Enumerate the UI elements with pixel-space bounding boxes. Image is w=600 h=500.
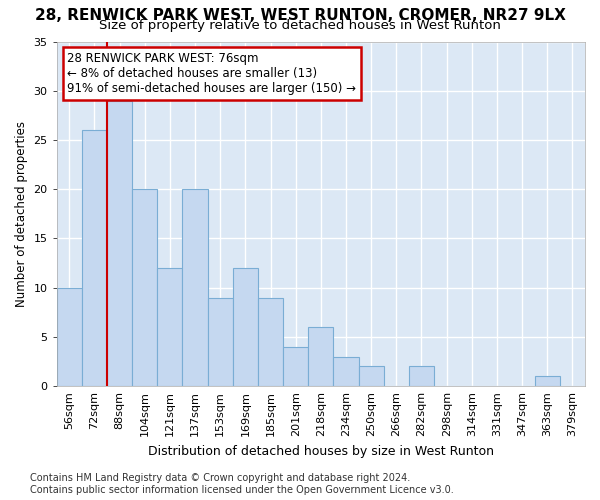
Text: Size of property relative to detached houses in West Runton: Size of property relative to detached ho… — [99, 19, 501, 32]
Y-axis label: Number of detached properties: Number of detached properties — [15, 121, 28, 307]
Bar — [334, 356, 359, 386]
Bar — [82, 130, 107, 386]
Bar — [157, 268, 182, 386]
Bar — [283, 347, 308, 386]
Bar — [132, 189, 157, 386]
X-axis label: Distribution of detached houses by size in West Runton: Distribution of detached houses by size … — [148, 444, 494, 458]
Bar — [208, 298, 233, 386]
Bar — [535, 376, 560, 386]
Bar — [308, 327, 334, 386]
Bar — [233, 268, 258, 386]
Bar — [182, 189, 208, 386]
Text: 28, RENWICK PARK WEST, WEST RUNTON, CROMER, NR27 9LX: 28, RENWICK PARK WEST, WEST RUNTON, CROM… — [35, 8, 565, 22]
Bar — [258, 298, 283, 386]
Text: 28 RENWICK PARK WEST: 76sqm
← 8% of detached houses are smaller (13)
91% of semi: 28 RENWICK PARK WEST: 76sqm ← 8% of deta… — [67, 52, 356, 95]
Bar — [409, 366, 434, 386]
Text: Contains HM Land Registry data © Crown copyright and database right 2024.
Contai: Contains HM Land Registry data © Crown c… — [30, 474, 454, 495]
Bar — [359, 366, 384, 386]
Bar — [107, 100, 132, 386]
Bar — [57, 288, 82, 386]
